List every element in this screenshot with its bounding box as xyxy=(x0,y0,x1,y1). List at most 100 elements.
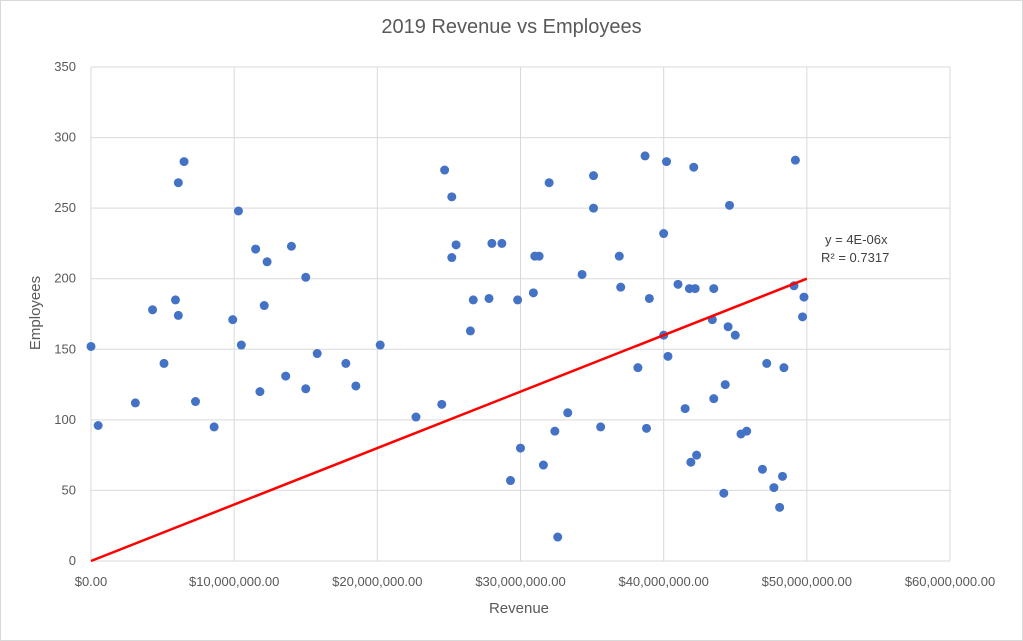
data-point xyxy=(351,381,361,391)
data-point xyxy=(301,272,311,282)
data-point xyxy=(341,358,351,368)
data-point xyxy=(93,421,103,431)
data-point xyxy=(777,471,787,481)
y-tick-label: 100 xyxy=(54,412,76,427)
x-tick-label: $20,000,000.00 xyxy=(332,574,422,589)
data-point xyxy=(614,251,624,261)
data-point xyxy=(798,312,808,322)
trendline-group xyxy=(90,277,808,563)
data-point xyxy=(411,412,421,422)
data-point xyxy=(286,241,296,251)
data-point xyxy=(447,253,457,263)
x-axis-label: Revenue xyxy=(489,600,549,617)
y-tick-label: 250 xyxy=(54,200,76,215)
x-tick-label: $40,000,000.00 xyxy=(618,574,708,589)
data-point xyxy=(209,422,219,432)
data-point xyxy=(484,293,494,303)
data-point xyxy=(689,162,699,172)
trendline xyxy=(90,277,808,563)
x-tick-label: $30,000,000.00 xyxy=(475,574,565,589)
data-point xyxy=(516,443,525,453)
data-point xyxy=(659,229,669,239)
data-point xyxy=(451,240,461,250)
data-point xyxy=(684,284,694,294)
data-point xyxy=(251,244,261,254)
data-point xyxy=(440,165,450,175)
data-point xyxy=(730,330,740,340)
data-point xyxy=(663,351,673,361)
data-point xyxy=(709,394,719,404)
y-tick-label: 200 xyxy=(54,271,76,286)
y-tick-label: 50 xyxy=(62,482,76,497)
data-point xyxy=(170,295,180,305)
data-point xyxy=(641,423,651,433)
data-point xyxy=(228,315,238,325)
data-point xyxy=(589,203,599,213)
data-point xyxy=(723,322,733,332)
data-point xyxy=(673,279,683,289)
data-point xyxy=(437,399,447,409)
data-point xyxy=(640,151,650,161)
data-point xyxy=(148,305,158,315)
data-point xyxy=(644,293,654,303)
data-point xyxy=(662,157,672,167)
data-point xyxy=(799,292,809,302)
data-point xyxy=(719,488,729,498)
y-axis-label: Employees xyxy=(27,276,44,350)
y-tick-label: 0 xyxy=(69,553,76,568)
y-axis-ticks: 0 50 100 150 200 250 300 350 xyxy=(54,59,76,568)
data-point xyxy=(259,301,269,311)
x-axis-ticks: $0.00 $10,000,000.00 $20,000,000.00 $30,000… xyxy=(75,574,995,589)
data-points xyxy=(86,151,809,542)
data-point xyxy=(692,450,702,460)
data-point xyxy=(550,426,560,436)
y-tick-label: 300 xyxy=(54,130,76,145)
data-point xyxy=(179,157,189,167)
data-point xyxy=(596,422,606,432)
data-point xyxy=(505,476,515,486)
x-tick-label: $10,000,000.00 xyxy=(189,574,279,589)
data-point xyxy=(538,460,548,470)
data-point xyxy=(301,384,311,394)
data-point xyxy=(468,295,478,305)
data-point xyxy=(233,206,243,216)
data-point xyxy=(497,238,507,248)
data-point xyxy=(757,464,767,474)
data-point xyxy=(779,363,789,373)
data-point xyxy=(255,387,265,397)
data-point xyxy=(236,340,246,350)
data-point xyxy=(762,358,772,368)
data-point xyxy=(465,326,475,336)
data-point xyxy=(553,532,563,542)
data-point xyxy=(769,483,779,493)
data-point xyxy=(513,295,523,305)
data-point xyxy=(130,398,140,408)
data-point xyxy=(563,408,573,418)
data-point xyxy=(577,269,587,279)
x-tick-label: $60,000,000.00 xyxy=(905,574,995,589)
x-tick-label: $50,000,000.00 xyxy=(762,574,852,589)
data-point xyxy=(375,340,385,350)
data-point xyxy=(262,257,272,267)
data-point xyxy=(281,371,291,381)
data-point xyxy=(725,200,735,210)
data-point xyxy=(709,284,719,294)
data-point xyxy=(720,380,730,390)
y-tick-label: 350 xyxy=(54,59,76,74)
trendline-equation: y = 4E-06x xyxy=(825,232,888,247)
data-point xyxy=(736,429,746,439)
data-point xyxy=(86,341,96,351)
data-point xyxy=(487,238,497,248)
x-tick-label: $0.00 xyxy=(75,574,108,589)
data-point xyxy=(312,349,322,359)
trendline-r-squared: R² = 0.7317 xyxy=(821,250,889,265)
data-point xyxy=(447,192,457,202)
data-point xyxy=(616,282,626,292)
gridlines xyxy=(90,66,951,562)
data-point xyxy=(528,288,538,298)
data-point xyxy=(633,363,643,373)
data-point xyxy=(173,310,183,320)
data-point xyxy=(775,502,785,512)
